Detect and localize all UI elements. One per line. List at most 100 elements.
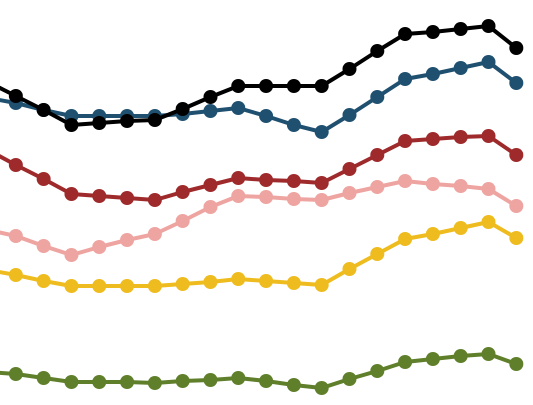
point (398, 134, 413, 148)
point (509, 148, 524, 162)
point (286, 79, 301, 93)
point (175, 185, 190, 199)
point (370, 44, 385, 58)
point (231, 171, 246, 185)
point (481, 129, 496, 143)
point (425, 67, 440, 81)
point (481, 215, 496, 229)
point (175, 214, 190, 228)
point (8, 89, 23, 103)
point (231, 189, 246, 203)
point (231, 272, 246, 286)
point (175, 102, 190, 116)
point (259, 274, 274, 288)
point (231, 79, 246, 93)
point (92, 375, 107, 389)
point (453, 61, 468, 75)
point (398, 355, 413, 369)
point (509, 76, 524, 90)
point (425, 177, 440, 191)
point (203, 200, 218, 214)
point (425, 227, 440, 241)
point (120, 191, 135, 205)
point (425, 25, 440, 39)
point (64, 187, 79, 201)
point (147, 279, 162, 293)
point (36, 274, 51, 288)
point (509, 199, 524, 213)
point (370, 180, 385, 194)
point (8, 268, 23, 282)
point (398, 27, 413, 41)
point (231, 101, 246, 115)
point (453, 130, 468, 144)
point (398, 232, 413, 246)
point (175, 277, 190, 291)
point (36, 371, 51, 385)
point (481, 19, 496, 33)
point (398, 174, 413, 188)
point (259, 374, 274, 388)
point (64, 118, 79, 132)
point (203, 275, 218, 289)
point (36, 172, 51, 186)
point (314, 176, 329, 190)
point (8, 229, 23, 243)
point (314, 278, 329, 292)
point (509, 357, 524, 371)
point (481, 55, 496, 69)
point (259, 173, 274, 187)
point (481, 182, 496, 196)
point (64, 248, 79, 262)
point (259, 79, 274, 93)
point (64, 279, 79, 293)
point (259, 190, 274, 204)
point (342, 262, 357, 276)
point (509, 231, 524, 245)
point (147, 113, 162, 127)
point (8, 158, 23, 172)
point (314, 79, 329, 93)
point (425, 132, 440, 146)
point (203, 104, 218, 118)
point (231, 371, 246, 385)
point (92, 116, 107, 130)
point (8, 367, 23, 381)
point (370, 90, 385, 104)
point (370, 247, 385, 261)
point (175, 374, 190, 388)
point (314, 193, 329, 207)
point (286, 378, 301, 392)
point (453, 349, 468, 363)
point (314, 381, 329, 395)
point (370, 364, 385, 378)
point (509, 41, 524, 55)
point (203, 373, 218, 387)
point (342, 162, 357, 176)
point (64, 375, 79, 389)
point (36, 239, 51, 253)
point (286, 174, 301, 188)
point (92, 279, 107, 293)
point (36, 103, 51, 117)
point (120, 375, 135, 389)
point (425, 352, 440, 366)
point (342, 186, 357, 200)
point (259, 109, 274, 123)
point (314, 125, 329, 139)
point (286, 276, 301, 290)
point (286, 118, 301, 132)
point (147, 227, 162, 241)
point (203, 90, 218, 104)
point (120, 279, 135, 293)
point (92, 189, 107, 203)
point (453, 221, 468, 235)
point (203, 178, 218, 192)
point (481, 347, 496, 361)
point (342, 62, 357, 76)
point (120, 233, 135, 247)
point (92, 240, 107, 254)
point (342, 372, 357, 386)
